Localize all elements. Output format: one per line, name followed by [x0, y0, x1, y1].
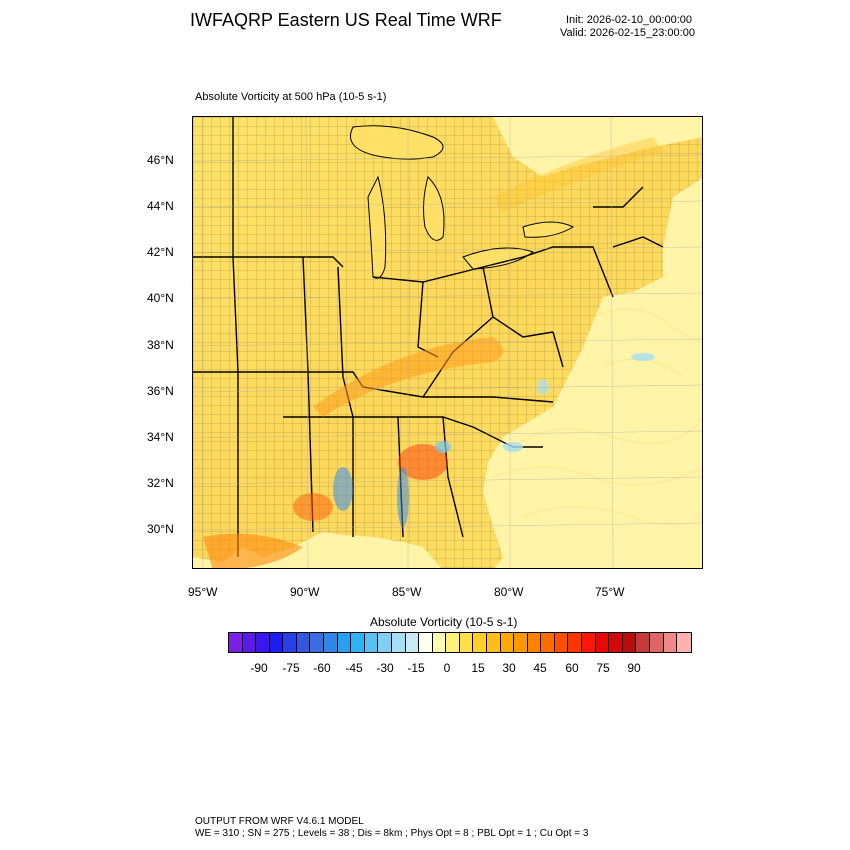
colorbar-box: [351, 633, 365, 652]
colorbar-box: [663, 633, 678, 652]
colorbar-tick: 30: [502, 661, 516, 675]
colorbar-tick: -90: [250, 661, 268, 675]
colorbar-box: [609, 633, 623, 652]
lat-label-42n: 42°N: [147, 245, 174, 259]
colorbar-box: [582, 633, 596, 652]
colorbar-box: [432, 633, 447, 652]
colorbar-box: [541, 633, 555, 652]
colorbar-box: [296, 633, 311, 652]
colorbar-box: [283, 633, 297, 652]
colorbar-tick: 15: [471, 661, 485, 675]
colorbar-box: [554, 633, 569, 652]
footer-model-line: OUTPUT FROM WRF V4.6.1 MODEL: [195, 816, 364, 827]
colorbar-box: [459, 633, 474, 652]
colorbar-box: [269, 633, 284, 652]
map-canvas: [193, 117, 702, 568]
colorbar-box: [636, 633, 650, 652]
plot-title: Absolute Vorticity at 500 hPa (10-5 s-1): [195, 91, 387, 103]
lon-label-80w: 80°W: [494, 585, 524, 599]
colorbar-box: [568, 633, 583, 652]
colorbar-box: [446, 633, 460, 652]
colorbar-tick: 75: [596, 661, 610, 675]
lat-label-40n: 40°N: [147, 291, 174, 305]
lon-label-90w: 90°W: [290, 585, 320, 599]
colorbar-box: [595, 633, 610, 652]
colorbar-box: [622, 633, 637, 652]
colorbar-box: [514, 633, 528, 652]
colorbar-box: [500, 633, 515, 652]
lat-label-44n: 44°N: [147, 199, 174, 213]
colorbar-tick: -75: [282, 661, 300, 675]
colorbar-box: [405, 633, 420, 652]
colorbar-box: [229, 633, 243, 652]
colorbar-tick: 90: [627, 661, 641, 675]
lat-label-38n: 38°N: [147, 338, 174, 352]
main-title: IWFAQRP Eastern US Real Time WRF: [190, 10, 502, 30]
colorbar-tick: -30: [376, 661, 394, 675]
graticule: [193, 117, 702, 568]
lon-label-75w: 75°W: [595, 585, 625, 599]
colorbar-box: [256, 633, 270, 652]
lat-label-34n: 34°N: [147, 430, 174, 444]
colorbar-tick: -45: [345, 661, 363, 675]
footer-config-line: WE = 310 ; SN = 275 ; Levels = 38 ; Dis …: [195, 828, 589, 839]
colorbar-title: Absolute Vorticity (10-5 s-1): [370, 615, 518, 629]
colorbar-tick: 0: [443, 661, 451, 675]
colorbar-box: [337, 633, 352, 652]
colorbar-box: [242, 633, 257, 652]
colorbar-box: [527, 633, 542, 652]
valid-time: Valid: 2026-02-15_23:00:00: [560, 27, 695, 39]
colorbar-box: [310, 633, 325, 652]
colorbar-box: [473, 633, 487, 652]
colorbar-tick: 60: [565, 661, 579, 675]
colorbar-box: [391, 633, 406, 652]
colorbar-box: [677, 633, 691, 652]
colorbar-tick: -15: [407, 661, 425, 675]
colorbar-box: [364, 633, 379, 652]
lat-label-32n: 32°N: [147, 476, 174, 490]
colorbar: [228, 632, 692, 653]
colorbar-box: [378, 633, 392, 652]
lon-label-85w: 85°W: [392, 585, 422, 599]
colorbar-box: [486, 633, 501, 652]
lat-label-30n: 30°N: [147, 522, 174, 536]
colorbar-tick: -60: [313, 661, 331, 675]
colorbar-box: [419, 633, 433, 652]
colorbar-box: [649, 633, 664, 652]
colorbar-box: [324, 633, 338, 652]
lon-label-95w: 95°W: [188, 585, 218, 599]
lat-label-46n: 46°N: [147, 153, 174, 167]
map-panel: [192, 116, 703, 569]
colorbar-tick: 45: [533, 661, 547, 675]
init-time: Init: 2026-02-10_00:00:00: [566, 14, 692, 26]
lat-label-36n: 36°N: [147, 384, 174, 398]
